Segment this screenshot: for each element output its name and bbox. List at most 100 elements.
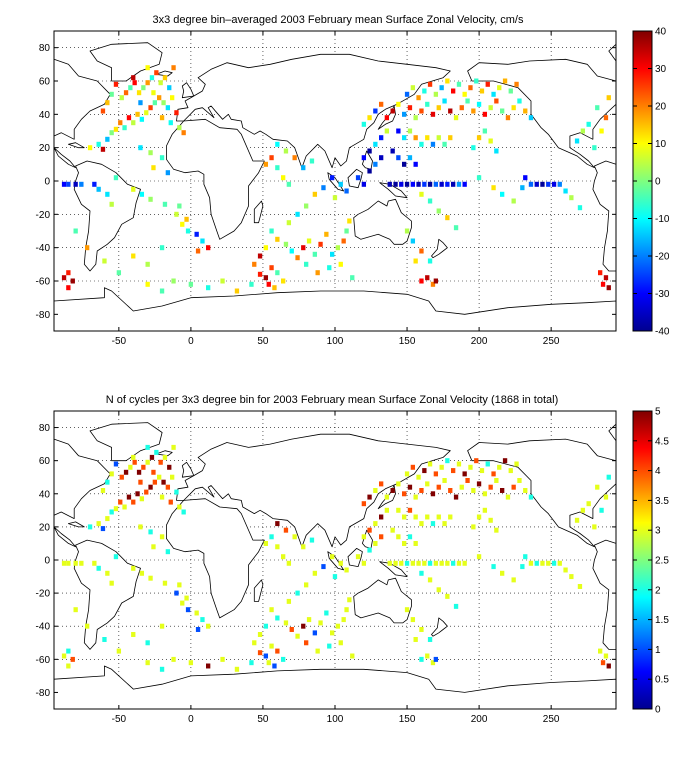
data-cell (159, 666, 165, 672)
data-cell (430, 111, 436, 117)
data-cell (151, 544, 156, 550)
colorbar-tick-label: 1.5 (655, 615, 669, 626)
data-cell (419, 627, 424, 632)
data-cell (586, 501, 591, 507)
data-cell (384, 507, 390, 513)
data-cell (462, 471, 467, 477)
data-cell (425, 514, 430, 520)
data-cell (396, 155, 401, 161)
data-cell (159, 245, 165, 251)
data-cell (422, 560, 427, 566)
data-cell (220, 278, 225, 284)
data-cell (404, 91, 410, 97)
data-cell (445, 78, 450, 84)
data-cell (599, 507, 604, 513)
data-cell (419, 656, 424, 662)
x-tick-label: 200 (471, 714, 488, 725)
colorbar-tick-label: 40 (655, 27, 667, 38)
data-cell (474, 78, 479, 84)
data-cell (292, 155, 297, 161)
data-cell (177, 582, 182, 588)
data-cell (131, 499, 136, 505)
colorbar-tick-label: 5 (655, 407, 661, 418)
data-cell (304, 203, 309, 209)
data-cell (249, 281, 254, 287)
cycles-coastlines (53, 422, 617, 710)
data-cell (165, 105, 171, 111)
data-cell (528, 494, 534, 500)
x-tick-label: 0 (188, 714, 194, 725)
colorbar-tick-label: 3.5 (655, 496, 669, 507)
data-cell (459, 105, 464, 111)
data-cell (151, 469, 156, 475)
data-cell (139, 570, 145, 576)
data-cell (105, 516, 110, 522)
data-cell (257, 650, 263, 656)
data-cell (61, 560, 67, 566)
data-cell (131, 565, 136, 571)
data-cell (148, 575, 153, 581)
data-cell (430, 521, 436, 527)
data-cell (419, 141, 424, 147)
data-cell (109, 130, 114, 136)
data-cell (361, 121, 367, 127)
data-cell (332, 574, 338, 580)
data-cell (149, 75, 155, 81)
data-cell (145, 65, 150, 71)
data-cell (482, 507, 488, 513)
data-cell (275, 544, 280, 550)
data-cell (407, 507, 413, 513)
data-cell (422, 181, 427, 187)
data-cell (442, 478, 447, 483)
velocity-ticks: -50 0 50 100 150 200 250 -80 -60 -40 -20 0 20 40 60 80 (36, 31, 616, 347)
data-cell (502, 78, 508, 84)
data-cell (344, 228, 349, 234)
data-cell (603, 653, 609, 659)
data-cell (66, 560, 71, 566)
data-cell (306, 617, 312, 623)
data-cell (600, 281, 606, 287)
data-cell (181, 130, 186, 136)
data-cell (206, 285, 211, 291)
coastline-australia (353, 577, 412, 624)
data-cell (413, 637, 418, 642)
x-tick-label: 0 (188, 336, 194, 347)
data-cell (448, 108, 453, 114)
data-cell (600, 660, 606, 666)
data-cell (286, 598, 292, 604)
colorbar-tick-label: 20 (655, 102, 667, 113)
data-cell (500, 191, 505, 197)
data-cell (105, 191, 110, 197)
coastline-antarctica (53, 287, 617, 332)
data-cell (138, 479, 143, 485)
data-cell (168, 499, 173, 505)
data-cell (427, 258, 433, 264)
data-cell (427, 637, 433, 642)
data-cell (433, 181, 439, 187)
data-cell (105, 100, 110, 106)
data-cell (436, 135, 441, 141)
y-tick-label: -60 (36, 277, 51, 288)
data-cell (272, 285, 277, 291)
data-cell (116, 648, 122, 654)
data-cell (92, 181, 97, 187)
colorbar-tick-label: 0 (655, 705, 661, 716)
x-tick-label: -50 (112, 714, 127, 725)
data-cell (402, 135, 407, 141)
x-tick-label: 150 (399, 336, 416, 347)
data-cell (551, 560, 557, 566)
data-cell (402, 161, 407, 167)
cycles-colorbar-ticks: 0 0.5 1 1.5 2 2.5 3 3.5 4 4.5 5 (633, 407, 669, 716)
data-cell (404, 181, 410, 187)
data-cell (511, 198, 516, 204)
data-cell (511, 577, 516, 583)
data-cell (283, 527, 289, 533)
data-cell (96, 186, 101, 192)
cycles-ticks: -50 0 50 100 150 200 250 -80 -60 -40 -20 0 20 40 60 80 (36, 411, 616, 725)
data-cell (295, 211, 300, 217)
data-cell (131, 632, 136, 637)
data-cell (335, 245, 341, 251)
data-cell (546, 560, 551, 566)
data-cell (419, 278, 424, 284)
data-cell (497, 464, 502, 470)
